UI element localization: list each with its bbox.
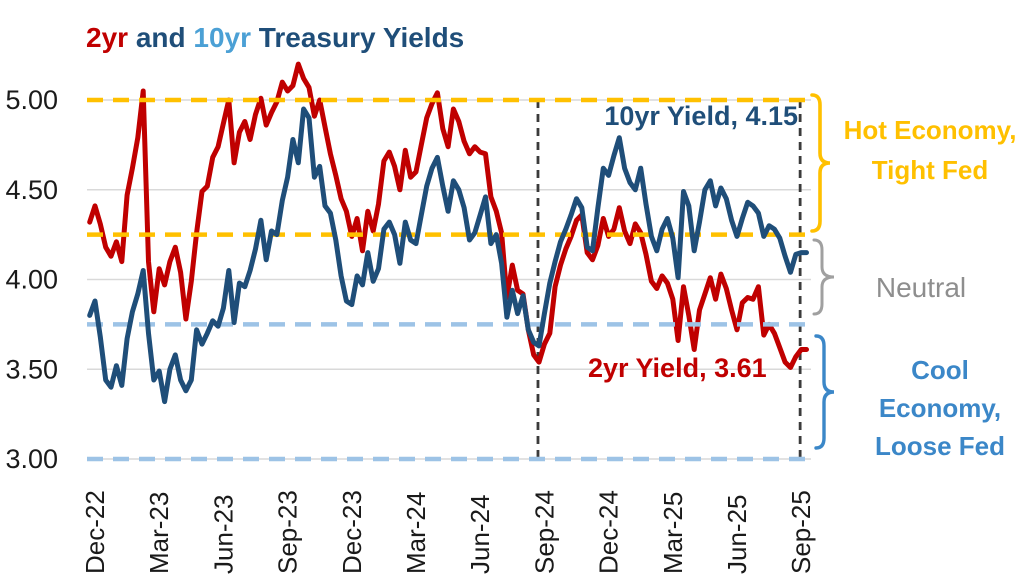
x-axis-label-Jun-24: Jun-24 <box>465 495 495 575</box>
zone-label-cool-economy: Cool Economy, Loose Fed <box>846 351 1024 465</box>
x-axis-label-Jun-25: Jun-25 <box>722 495 752 575</box>
zone-cool-line2: Economy, <box>878 393 1002 423</box>
zone-hot-line1: Hot Economy, <box>843 115 1017 145</box>
title-2yr: 2yr <box>86 22 129 53</box>
x-axis-label-Sep-24: Sep-24 <box>529 490 559 574</box>
x-axis-label-Mar-25: Mar-25 <box>658 492 688 574</box>
brace-hot-economy <box>810 93 831 233</box>
x-axis-label-Mar-24: Mar-24 <box>401 492 431 574</box>
y-axis-label-4.00: 4.00 <box>5 265 58 295</box>
brace-cool-economy <box>814 334 835 450</box>
y-axis-label-5.00: 5.00 <box>5 85 58 115</box>
x-axis-label-Sep-25: Sep-25 <box>786 490 816 574</box>
series-line-2yr <box>87 61 809 370</box>
x-axis-label-Sep-23: Sep-23 <box>273 490 303 574</box>
annotation-10yr-yield: 10yr Yield, 4.15 <box>604 101 798 131</box>
x-axis-label-Jun-23: Jun-23 <box>208 495 238 575</box>
y-axis-label-3.50: 3.50 <box>5 354 58 384</box>
x-axis-label-Dec-23: Dec-23 <box>337 490 367 574</box>
x-axis-label-Mar-23: Mar-23 <box>144 492 174 574</box>
zone-neutral-line1: Neutral <box>875 272 967 303</box>
series-line-10yr <box>87 106 809 405</box>
title-10yr: 10yr <box>193 22 252 53</box>
zone-cool-line3: Loose Fed <box>874 431 1005 461</box>
chart-title: 2yr and 10yr Treasury Yields <box>86 22 464 54</box>
title-and: and <box>128 22 194 53</box>
brace-neutral <box>812 238 835 316</box>
zone-hot-line2: Tight Fed <box>871 155 989 185</box>
x-axis-label-Dec-22: Dec-22 <box>80 490 110 574</box>
annotation-2yr-yield: 2yr Yield, 3.61 <box>588 353 767 383</box>
title-treasury-yields: Treasury Yields <box>251 22 465 53</box>
zone-label-neutral: Neutral <box>832 272 1010 304</box>
zone-label-hot-economy: Hot Economy, Tight Fed <box>836 110 1024 190</box>
x-axis-label-Dec-24: Dec-24 <box>594 490 624 574</box>
y-axis-label-3.00: 3.00 <box>5 444 58 474</box>
zone-cool-line1: Cool <box>911 355 969 385</box>
y-axis-label-4.50: 4.50 <box>5 175 58 205</box>
